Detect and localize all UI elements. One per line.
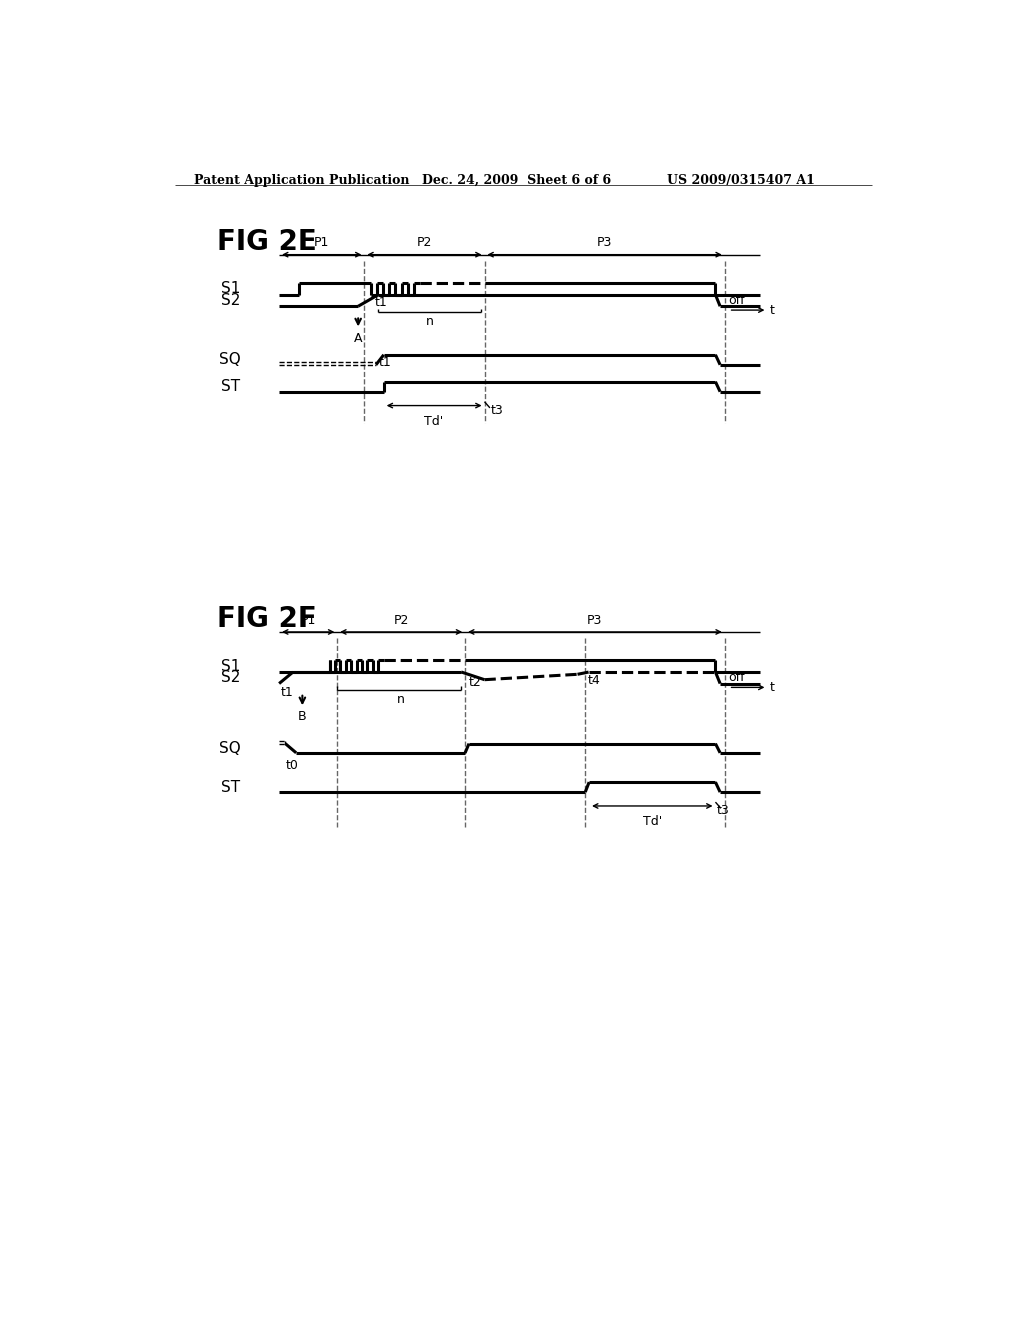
Text: S2: S2 bbox=[221, 293, 241, 308]
Text: t4: t4 bbox=[588, 673, 600, 686]
Text: n: n bbox=[426, 315, 433, 329]
Text: t0: t0 bbox=[286, 759, 298, 772]
Text: ST: ST bbox=[221, 379, 241, 395]
Text: off: off bbox=[729, 671, 745, 684]
Text: P1: P1 bbox=[314, 236, 330, 249]
Text: P2: P2 bbox=[393, 614, 409, 627]
Text: Patent Application Publication: Patent Application Publication bbox=[194, 174, 410, 187]
Text: off: off bbox=[729, 293, 745, 306]
Text: S1: S1 bbox=[221, 281, 241, 297]
Text: B: B bbox=[298, 710, 306, 723]
Text: t1: t1 bbox=[375, 296, 387, 309]
Text: P2: P2 bbox=[417, 236, 432, 249]
Text: S2: S2 bbox=[221, 671, 241, 685]
Text: t1: t1 bbox=[281, 686, 293, 700]
Text: n: n bbox=[397, 693, 406, 706]
Text: A: A bbox=[354, 331, 362, 345]
Text: FIG 2F: FIG 2F bbox=[217, 605, 316, 634]
Text: SQ: SQ bbox=[219, 352, 241, 367]
Text: t2: t2 bbox=[469, 676, 481, 689]
Text: SQ: SQ bbox=[219, 741, 241, 756]
Text: Dec. 24, 2009  Sheet 6 of 6: Dec. 24, 2009 Sheet 6 of 6 bbox=[423, 174, 611, 187]
Text: P1: P1 bbox=[300, 614, 315, 627]
Text: t3: t3 bbox=[490, 404, 504, 417]
Text: Td': Td' bbox=[643, 816, 662, 828]
Text: FIG 2E: FIG 2E bbox=[217, 227, 316, 256]
Text: t3: t3 bbox=[717, 804, 730, 817]
Text: ST: ST bbox=[221, 780, 241, 795]
Text: t: t bbox=[770, 304, 774, 317]
Text: t1: t1 bbox=[378, 356, 391, 370]
Text: S1: S1 bbox=[221, 659, 241, 673]
Text: US 2009/0315407 A1: US 2009/0315407 A1 bbox=[667, 174, 814, 187]
Text: Td': Td' bbox=[425, 414, 443, 428]
Text: t: t bbox=[770, 681, 774, 694]
Text: P3: P3 bbox=[597, 236, 612, 249]
Text: P3: P3 bbox=[587, 614, 603, 627]
